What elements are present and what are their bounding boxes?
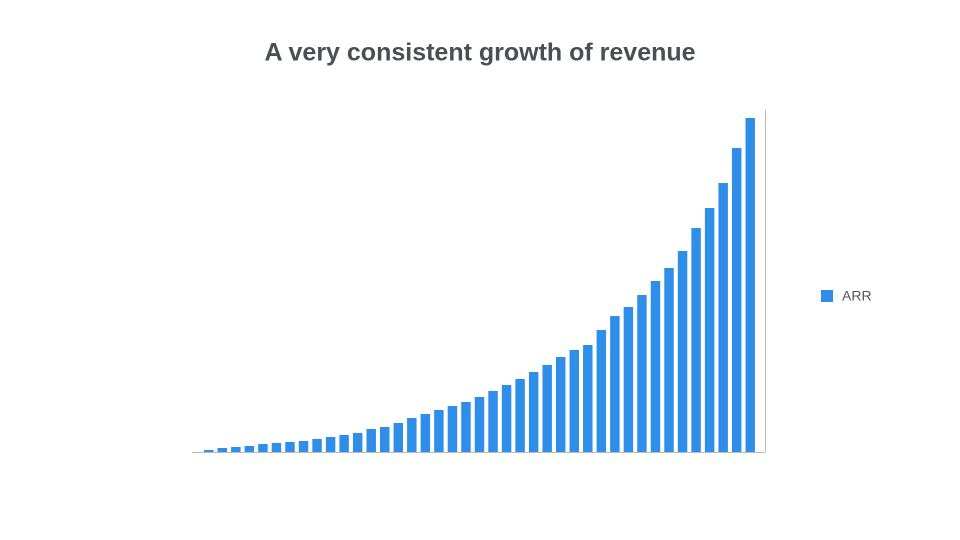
bar <box>569 350 579 452</box>
legend-label: ARR <box>842 288 872 304</box>
bar <box>231 447 241 452</box>
bar <box>204 450 214 452</box>
bar <box>366 429 376 452</box>
bar <box>380 427 390 452</box>
bar <box>637 295 647 452</box>
bar <box>650 281 661 452</box>
bar <box>312 439 322 452</box>
bar <box>339 435 349 452</box>
bar <box>623 307 634 452</box>
bar <box>461 402 471 452</box>
bar <box>664 268 674 452</box>
bar <box>501 385 512 452</box>
bar <box>745 118 755 452</box>
bar <box>583 345 593 452</box>
bar <box>352 433 363 452</box>
bar <box>704 208 715 452</box>
bar <box>474 397 485 452</box>
bar <box>677 251 688 452</box>
bar <box>258 444 268 452</box>
bar <box>691 228 701 452</box>
bar <box>407 418 417 452</box>
bar <box>718 183 728 452</box>
bar <box>555 357 566 452</box>
bar <box>285 442 295 452</box>
bar <box>515 379 525 452</box>
bar <box>528 372 539 452</box>
bar <box>488 391 498 452</box>
bar <box>542 365 552 452</box>
bar <box>596 330 607 452</box>
bar <box>610 316 620 452</box>
bar <box>393 423 404 452</box>
bar <box>298 441 309 452</box>
legend-swatch <box>821 290 833 302</box>
bar <box>271 443 282 452</box>
bar <box>325 437 336 452</box>
bar <box>217 448 228 452</box>
bar <box>731 148 742 452</box>
bar <box>434 410 444 452</box>
bar <box>244 446 255 452</box>
bar <box>420 414 431 452</box>
chart-title: A very consistent growth of revenue <box>264 39 695 67</box>
bar <box>447 406 458 452</box>
